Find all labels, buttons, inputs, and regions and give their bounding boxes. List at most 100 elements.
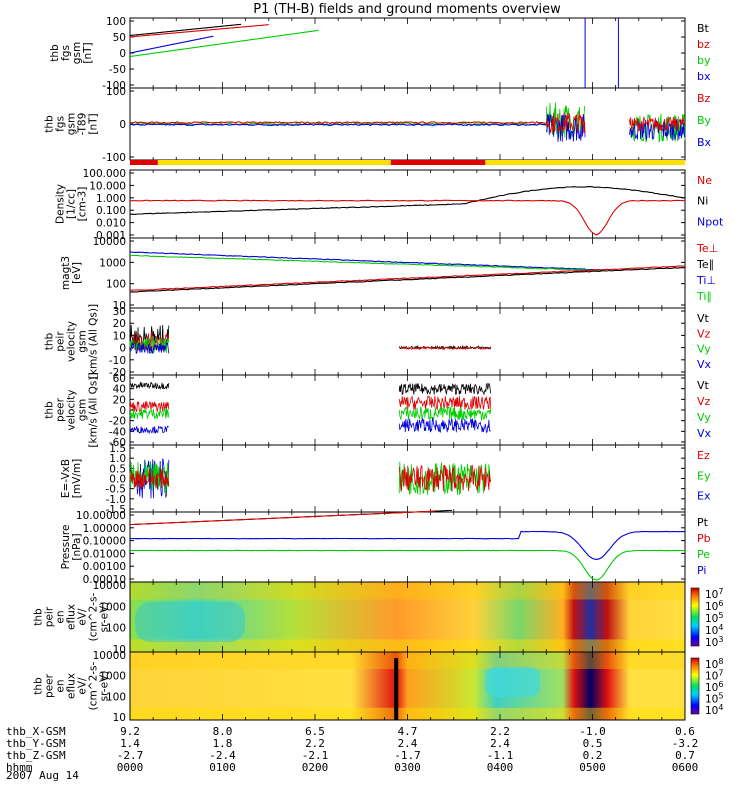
legend-label: By: [697, 114, 712, 127]
spectrogram-gap: [394, 658, 399, 720]
ephemeris-value: -1.0: [579, 725, 606, 738]
panel-ylabel: gsm: [66, 113, 78, 135]
trace-Ni: [129, 186, 686, 215]
ytick-label: 40: [113, 384, 126, 396]
ephemeris-value: 0.5: [583, 737, 603, 750]
trace-Ti-par: [129, 254, 602, 272]
legend-label: Bz: [697, 92, 711, 105]
panel-ylabel: thb: [33, 677, 45, 695]
panel-ylabel: eV/: [77, 677, 89, 695]
trace-Vx: [129, 342, 170, 355]
panel-ylabel: en: [55, 679, 67, 692]
trace-bz: [129, 24, 269, 38]
trace-Pi: [129, 530, 686, 560]
panel-ylabel: peir: [55, 331, 67, 352]
legend-label: Vy: [697, 411, 711, 424]
ytick-label: 100.000: [83, 168, 126, 180]
trace-Bz-noise: [545, 112, 586, 134]
ephemeris-name: hhmm: [6, 761, 33, 774]
trace-bx: [129, 35, 214, 54]
panel-frame: [129, 17, 686, 89]
panel-ylabel: thb: [44, 332, 56, 350]
ephemeris-value: 0400: [487, 761, 514, 774]
ephemeris-value: -2.7: [117, 749, 144, 762]
ytick-label: 0: [119, 343, 126, 355]
legend-label: Pb: [697, 532, 711, 545]
ytick-label: -1.0: [106, 494, 127, 506]
trace-Vz: [129, 331, 170, 352]
ephemeris-value: -1.1: [487, 749, 514, 762]
trace-Bt: [129, 23, 242, 37]
legend-label: Pt: [697, 516, 709, 529]
panel-ylabel: peir: [44, 606, 56, 627]
ytick-label: 30: [113, 306, 126, 318]
ytick-label: 20: [113, 394, 126, 406]
trace-Vx: [398, 417, 491, 433]
ytick-label: -0.5: [106, 484, 127, 496]
ephemeris-value: 2.2: [305, 737, 325, 750]
panel-ion_spec: thb peir en eflux eV/(cm^2-s-sr-eV) 10000 1000…: [33, 580, 724, 656]
legend-label: Ti⊥: [696, 274, 716, 287]
ytick-label: -20: [109, 416, 126, 428]
panel-ele_spec: thb peer en eflux eV/(cm^2-s-sr-eV) 10000 1000…: [33, 650, 724, 724]
trace-Vz: [398, 346, 492, 351]
panel-frame: [129, 307, 686, 376]
mode-bar: [130, 160, 685, 165]
panel-ylabel: peer: [55, 397, 67, 422]
spectrogram-feature: [485, 667, 541, 697]
ytick-label: 100: [106, 16, 126, 28]
trace-Bx: [130, 123, 547, 127]
ytick-label: 0.10000: [83, 536, 126, 548]
ytick-label: 0.100: [96, 205, 126, 217]
legend-label: Pe: [697, 548, 710, 561]
ytick-label: 10: [113, 300, 126, 312]
legend-label: Ey: [697, 469, 711, 482]
ytick-label: 0: [119, 119, 126, 131]
panel-ylabel: thb: [33, 608, 45, 626]
legend-label: Vx: [697, 427, 712, 440]
ephemeris-value: 2.4: [490, 737, 510, 750]
ytick-label: -20: [109, 367, 126, 379]
panel-ylabel: [nT]: [88, 113, 100, 134]
ephemeris-value: -2.4: [209, 749, 236, 762]
panel-ve: thb peer velocity gsm [km/s (All Qs)] 6040200…: [44, 372, 712, 449]
panel-ylabel: (cm^2-s-: [88, 592, 100, 641]
ephemeris-value: -1.7: [394, 749, 421, 762]
spectrogram-image: [130, 652, 685, 720]
ephemeris-value: 0.2: [583, 749, 603, 762]
ytick-label: 0.01000: [83, 548, 126, 560]
trace-Vt: [398, 382, 492, 396]
spectrogram-feature: [135, 602, 245, 642]
ytick-label: 10000: [93, 580, 126, 592]
ephemeris-value: 0100: [209, 761, 236, 774]
colorbar: [690, 587, 700, 647]
ytick-label: 0.00010: [83, 574, 126, 586]
ephemeris-value: 0500: [579, 761, 606, 774]
chart-title: P1 (TH-B) fields and ground moments over…: [253, 2, 561, 17]
legend-label: bx: [697, 70, 711, 83]
ephemeris-value: -3.2: [672, 737, 699, 750]
legend-label: Vz: [697, 395, 711, 408]
legend-label: Bx: [697, 136, 712, 149]
ytick-label: 0.010: [96, 218, 126, 230]
ephemeris-value: 8.0: [213, 725, 233, 738]
legend-label: Ni: [697, 195, 708, 208]
trace-by: [129, 29, 319, 58]
ytick-label: 100: [106, 691, 126, 703]
panel-ylabel: [nPa]: [71, 533, 83, 560]
panel-ylabel: gsm: [77, 399, 89, 421]
date-label: 2007 Aug 14: [6, 769, 79, 782]
ytick-label: 0: [119, 405, 126, 417]
ephemeris-value: 0.6: [675, 725, 695, 738]
panel-frame: [129, 237, 686, 309]
panel-ylabel: thb: [44, 115, 56, 133]
spectrogram-band: [130, 639, 685, 652]
ytick-label: 100: [106, 623, 126, 635]
ephemeris-value: 0600: [672, 761, 699, 774]
ephemeris-value: 2.4: [398, 737, 418, 750]
trace-Te-perp: [129, 265, 686, 291]
panel-ylabel: [mV/m]: [71, 459, 83, 498]
spectrogram-band: [130, 707, 685, 720]
panel-ylabel: eflux: [66, 604, 78, 630]
ytick-label: 10: [113, 712, 126, 724]
